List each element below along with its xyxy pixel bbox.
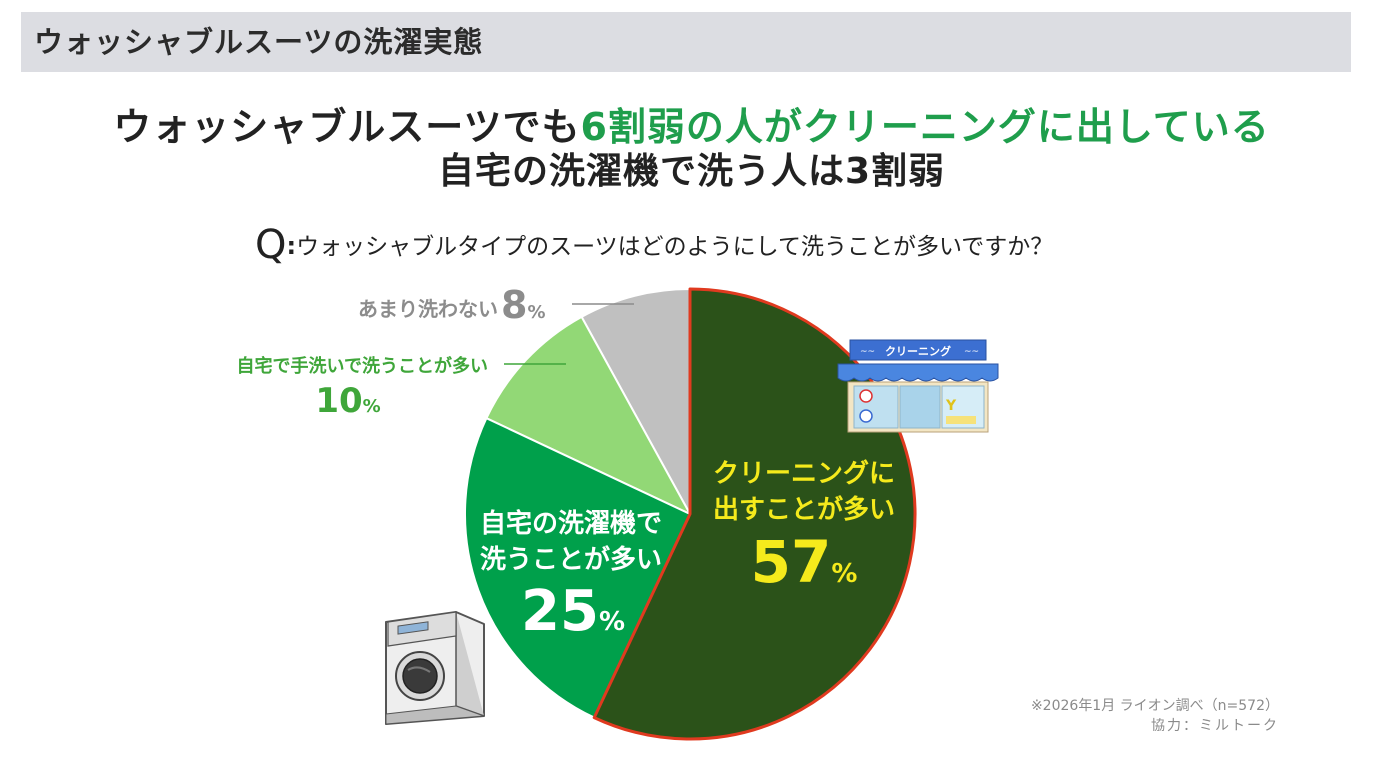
pie-label-0-line-1: 出すことが多い	[713, 494, 895, 525]
pie-label-2-line-0: 自宅で手洗いで洗うことが多い	[237, 355, 488, 377]
header-title: ウォッシャブルスーツの洗濯実態	[34, 25, 484, 59]
pie-slices	[464, 287, 917, 741]
svg-text:Y: Y	[945, 398, 957, 414]
pie-value-label-0: 57%	[751, 528, 858, 596]
pie-slice-2	[485, 315, 691, 515]
pie-value-unit-0: %	[831, 559, 857, 589]
pie-label-1-line-1: 洗うことが多い	[480, 544, 662, 575]
cooperation-note: 協力：ミルトーク	[1151, 718, 1279, 734]
headline-line1: ウォッシャブルスーツでも6割弱の人がクリーニングに出している	[0, 96, 1383, 151]
pie-value-label-3: 8%	[501, 283, 546, 327]
cleaning-shop-icon: クリーニング ~~ ~~ Y	[837, 339, 999, 433]
pie-label-0-line-0: クリーニングに	[713, 459, 895, 489]
pie-value-number-2: 10	[315, 381, 362, 421]
svg-text:~~: ~~	[964, 347, 979, 357]
pie-slice-1	[464, 417, 691, 719]
question-marker: Q	[255, 222, 287, 268]
pie-value-unit-3: %	[527, 302, 545, 323]
question: Q:ウォッシャブルタイプのスーツはどのようにして洗うことが多いですか？	[255, 222, 1053, 268]
question-text: ウォッシャブルタイプのスーツはどのようにして洗うことが多いですか？	[296, 234, 1054, 260]
shop-sign-text: クリーニング	[885, 344, 951, 358]
pie-slice-3	[580, 288, 691, 515]
pie-value-number-0: 57	[751, 528, 832, 596]
pie-value-number-1: 25	[521, 579, 599, 644]
header-band	[21, 12, 1351, 72]
pie-value-label-2: 10%	[315, 381, 380, 421]
pie-label-3-line-0: あまり洗わない	[358, 297, 498, 321]
svg-text:~~: ~~	[860, 347, 875, 357]
headline-highlight: 6割弱の人がクリーニングに出している	[580, 105, 1270, 149]
pie-value-number-3: 8	[501, 283, 527, 327]
pie-label-1-line-0: 自宅の洗濯機で	[480, 508, 662, 539]
pie-slice-0	[592, 287, 917, 741]
question-colon: :	[286, 232, 297, 260]
source-note: ※2026年1月 ライオン調べ（n=572）	[1030, 698, 1279, 714]
headline-prefix: ウォッシャブルスーツでも	[113, 105, 581, 149]
pie-value-label-1: 25%	[521, 579, 625, 644]
washing-machine-icon	[385, 611, 485, 725]
pie-value-unit-1: %	[599, 607, 625, 637]
pie-value-unit-2: %	[363, 396, 381, 417]
headline-line2: 自宅の洗濯機で洗う人は3割弱	[437, 151, 946, 192]
